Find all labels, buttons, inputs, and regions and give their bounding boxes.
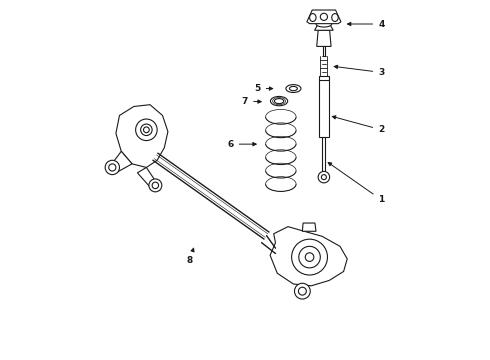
Circle shape bbox=[141, 124, 152, 135]
Circle shape bbox=[299, 246, 320, 268]
Circle shape bbox=[321, 175, 326, 180]
Text: 2: 2 bbox=[332, 116, 384, 134]
Circle shape bbox=[294, 283, 310, 299]
Polygon shape bbox=[307, 10, 341, 24]
Text: 7: 7 bbox=[242, 96, 261, 105]
Circle shape bbox=[149, 179, 162, 192]
Polygon shape bbox=[111, 151, 132, 173]
Text: 8: 8 bbox=[186, 248, 194, 265]
Circle shape bbox=[144, 127, 149, 133]
Ellipse shape bbox=[274, 99, 284, 104]
Circle shape bbox=[292, 239, 327, 275]
Circle shape bbox=[320, 13, 327, 21]
Ellipse shape bbox=[316, 21, 332, 27]
Circle shape bbox=[105, 160, 120, 175]
Ellipse shape bbox=[310, 14, 316, 22]
Text: 1: 1 bbox=[328, 162, 384, 204]
Polygon shape bbox=[116, 105, 168, 167]
Polygon shape bbox=[317, 30, 331, 46]
Bar bbox=[322, 45, 325, 56]
Polygon shape bbox=[315, 24, 333, 30]
Text: 3: 3 bbox=[334, 65, 384, 77]
Circle shape bbox=[298, 287, 306, 295]
Ellipse shape bbox=[270, 96, 288, 106]
Text: 6: 6 bbox=[227, 140, 256, 149]
Circle shape bbox=[152, 182, 159, 189]
Text: 4: 4 bbox=[347, 19, 385, 28]
Circle shape bbox=[318, 171, 330, 183]
Polygon shape bbox=[270, 226, 347, 286]
Circle shape bbox=[305, 253, 314, 261]
Polygon shape bbox=[302, 223, 316, 231]
Bar bbox=[322, 137, 325, 173]
Circle shape bbox=[109, 164, 116, 171]
Ellipse shape bbox=[332, 14, 338, 22]
Ellipse shape bbox=[290, 86, 297, 91]
Ellipse shape bbox=[286, 85, 301, 93]
Text: 5: 5 bbox=[254, 84, 273, 93]
Polygon shape bbox=[137, 167, 157, 189]
Bar bbox=[319, 76, 329, 137]
Circle shape bbox=[136, 119, 157, 140]
